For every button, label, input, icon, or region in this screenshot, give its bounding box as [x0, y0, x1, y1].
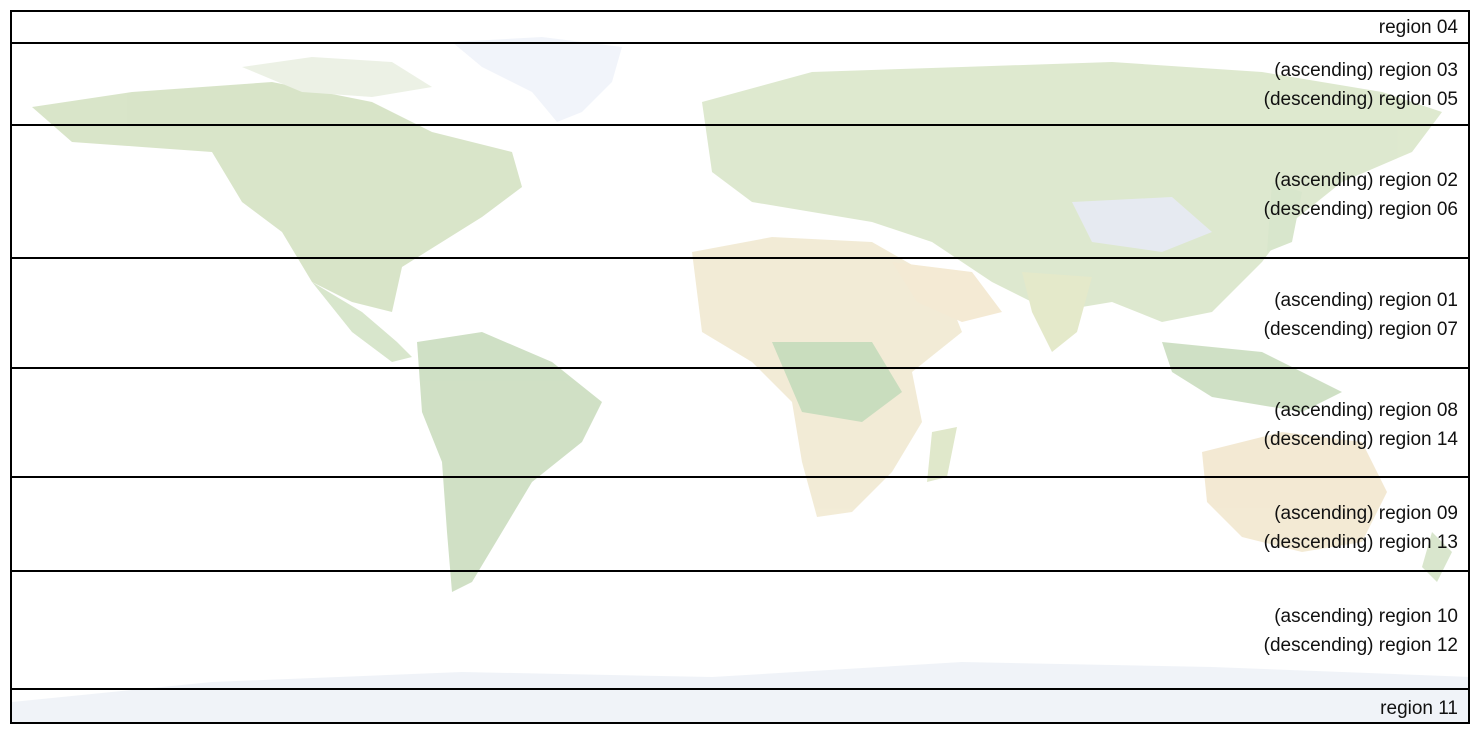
band-label-region-09-13: (ascending) region 09 (descending) regio…: [1264, 499, 1458, 557]
band-divider: [12, 257, 1468, 259]
landmass-greenland: [452, 37, 622, 122]
landmass-central-africa: [772, 342, 902, 422]
band-label-line: (descending) region 13: [1263, 532, 1458, 553]
landmass-southeast-asia: [1162, 342, 1342, 412]
landmass-antarctica: [12, 662, 1468, 722]
band-label-line: (ascending) region 02: [1274, 170, 1458, 191]
band-label-line: (ascending) region 01: [1274, 290, 1458, 311]
band-label-line: (descending) region 07: [1263, 319, 1458, 340]
band-label-line: region 04: [1378, 17, 1458, 38]
landmass-new-zealand: [1422, 532, 1452, 582]
landmass-australia: [1202, 432, 1387, 552]
band-label-region-04: region 04: [1379, 13, 1458, 42]
landmass-india: [1022, 272, 1092, 352]
landmass-japan: [1267, 182, 1302, 252]
landmass-arctic-islands: [242, 57, 432, 97]
band-label-line: region 11: [1380, 698, 1458, 719]
band-label-line: (descending) region 14: [1263, 429, 1458, 450]
landmass-madagascar: [927, 427, 957, 482]
band-label-region-03-05: (ascending) region 03 (descending) regio…: [1264, 56, 1458, 114]
band-label-region-11: region 11: [1380, 694, 1458, 722]
band-divider: [12, 688, 1468, 690]
landmass-arabia: [892, 262, 1002, 322]
world-map-background: [12, 37, 1468, 722]
band-label-region-08-14: (ascending) region 08 (descending) regio…: [1264, 396, 1458, 454]
band-divider: [12, 367, 1468, 369]
band-label-line: (ascending) region 08: [1274, 400, 1458, 421]
band-label-region-10-12: (ascending) region 10 (descending) regio…: [1264, 602, 1458, 660]
world-map: region 04 (ascending) region 03 (descend…: [10, 10, 1470, 724]
band-label-line: (descending) region 05: [1263, 89, 1458, 110]
band-label-region-02-06: (ascending) region 02 (descending) regio…: [1264, 166, 1458, 224]
band-label-region-01-07: (ascending) region 01 (descending) regio…: [1264, 286, 1458, 344]
landmass-south-america: [417, 332, 602, 592]
landmass-north-america: [32, 82, 522, 312]
band-divider: [12, 570, 1468, 572]
band-label-line: (ascending) region 03: [1274, 60, 1458, 81]
landmass-central-america: [312, 282, 412, 362]
band-label-line: (descending) region 06: [1263, 199, 1458, 220]
band-divider: [12, 476, 1468, 478]
band-label-line: (ascending) region 10: [1274, 606, 1458, 627]
band-label-line: (ascending) region 09: [1274, 503, 1458, 524]
band-label-line: (descending) region 12: [1263, 635, 1458, 656]
band-divider: [12, 124, 1468, 126]
landmass-tibet: [1072, 197, 1212, 252]
band-divider: [12, 42, 1468, 44]
